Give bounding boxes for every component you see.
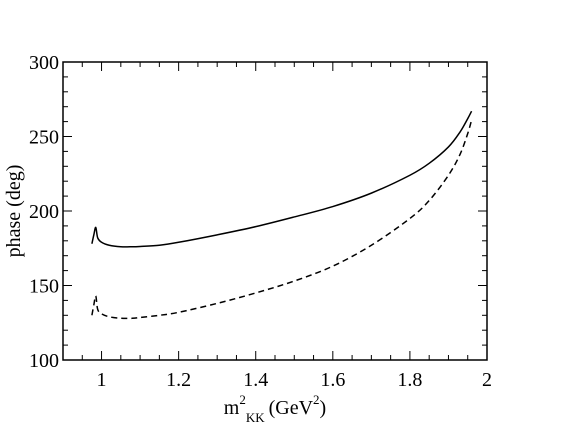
dashed-phase-curve bbox=[91, 119, 473, 320]
y-tick-label: 250 bbox=[29, 127, 59, 149]
x-axis-label-base: m bbox=[224, 397, 240, 419]
x-axis-label-unit-close: ) bbox=[320, 397, 327, 419]
x-axis-label-sup: 2 bbox=[239, 392, 246, 407]
solid-phase-curve bbox=[91, 110, 473, 248]
x-axis-label-sub: KK bbox=[246, 410, 265, 425]
y-tick-label: 300 bbox=[29, 52, 59, 74]
x-axis-label-unit: (GeV bbox=[269, 397, 314, 419]
x-tick-label: 2 bbox=[482, 369, 492, 391]
plot-frame bbox=[62, 61, 488, 361]
x-tick-label: 1.6 bbox=[320, 369, 345, 391]
y-axis-label: phase (deg) bbox=[3, 165, 25, 258]
x-tick-label: 1 bbox=[97, 369, 107, 391]
x-axis-label: m2KK (GeV2) bbox=[224, 392, 326, 425]
x-tick-label: 1.4 bbox=[243, 369, 268, 391]
x-axis-label-unit-sup: 2 bbox=[313, 392, 320, 407]
y-tick-label: 200 bbox=[29, 201, 59, 223]
y-tick-label: 150 bbox=[29, 276, 59, 298]
axis-ticks: 1 1.2 1.4 1.6 1.8 2 100 150 200 250 300 bbox=[29, 52, 492, 391]
series-layer bbox=[91, 110, 473, 320]
x-tick-label: 1.2 bbox=[166, 369, 191, 391]
y-tick-label: 100 bbox=[29, 350, 59, 372]
x-tick-label: 1.8 bbox=[397, 369, 422, 391]
